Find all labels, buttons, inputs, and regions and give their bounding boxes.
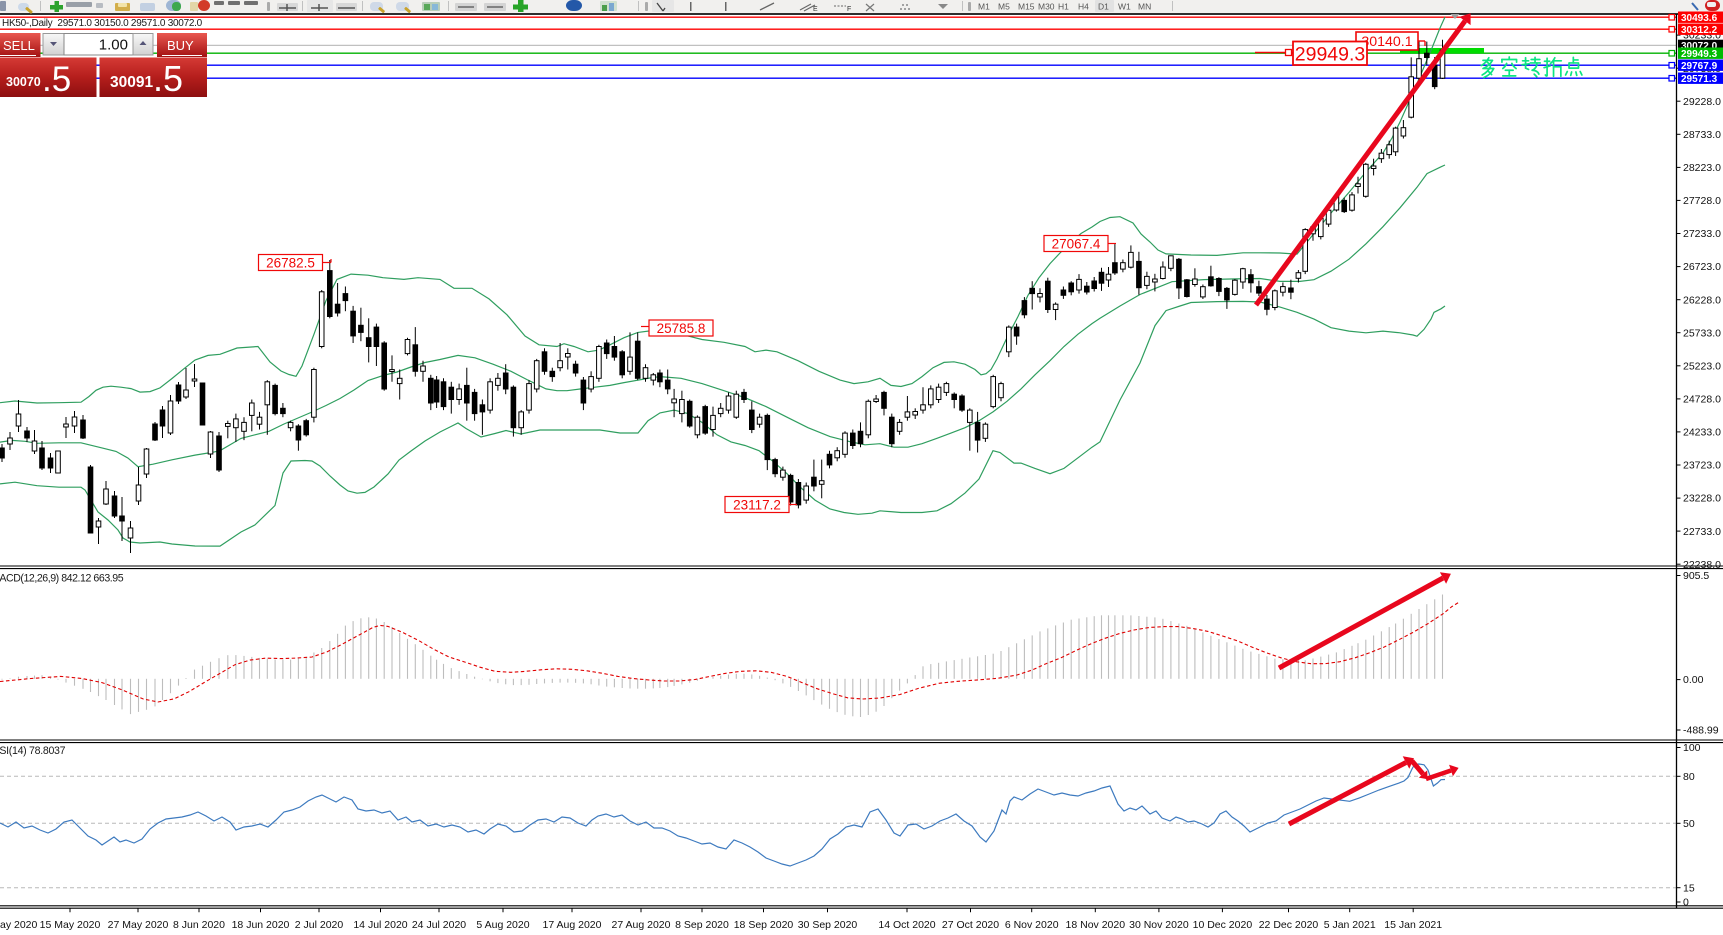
svg-text:M5: M5	[998, 2, 1010, 12]
svg-text:.5: .5	[42, 60, 71, 99]
svg-text:MN: MN	[1138, 2, 1151, 12]
svg-text:RSI(14) 78.8037: RSI(14) 78.8037	[0, 745, 66, 757]
svg-text:M15: M15	[1018, 2, 1035, 12]
svg-text:29228.0: 29228.0	[1683, 96, 1721, 108]
svg-text:27233.0: 27233.0	[1683, 228, 1721, 240]
svg-text:22 Dec 2020: 22 Dec 2020	[1259, 919, 1319, 931]
svg-text:29571.3: 29571.3	[1681, 74, 1718, 85]
svg-text:14 Oct 2020: 14 Oct 2020	[878, 919, 935, 931]
svg-text:D1: D1	[1098, 2, 1109, 12]
svg-text:17 Aug 2020: 17 Aug 2020	[543, 919, 602, 931]
svg-text:30 Nov 2020: 30 Nov 2020	[1129, 919, 1189, 931]
svg-text:26723.0: 26723.0	[1683, 261, 1721, 273]
svg-text:25223.0: 25223.0	[1683, 360, 1721, 372]
svg-text:1.00: 1.00	[99, 37, 128, 54]
svg-text:8 Jun 2020: 8 Jun 2020	[173, 919, 225, 931]
svg-text:F: F	[847, 6, 851, 13]
svg-text:27067.4: 27067.4	[1052, 236, 1101, 251]
svg-text:905.5: 905.5	[1683, 570, 1709, 582]
svg-text:30072.0: 30072.0	[1681, 41, 1718, 52]
svg-text:27728.0: 27728.0	[1683, 195, 1721, 207]
svg-text:E: E	[813, 6, 818, 13]
svg-text:18 Sep 2020: 18 Sep 2020	[734, 919, 794, 931]
svg-text:15 May 2020: 15 May 2020	[40, 919, 101, 931]
svg-text:2 Jul 2020: 2 Jul 2020	[295, 919, 344, 931]
svg-text:24 Jul 2020: 24 Jul 2020	[412, 919, 466, 931]
svg-text:6 Nov 2020: 6 Nov 2020	[1005, 919, 1059, 931]
svg-text:29949.3: 29949.3	[1681, 49, 1718, 60]
svg-text:H1: H1	[1058, 2, 1069, 12]
svg-text:18 Nov 2020: 18 Nov 2020	[1066, 919, 1126, 931]
svg-text:100: 100	[1683, 742, 1701, 754]
svg-text:28733.0: 28733.0	[1683, 129, 1721, 141]
svg-text:14 Jul 2020: 14 Jul 2020	[353, 919, 407, 931]
svg-text:24233.0: 24233.0	[1683, 427, 1721, 439]
svg-text:25733.0: 25733.0	[1683, 327, 1721, 339]
svg-text:22238.0: 22238.0	[1683, 559, 1721, 571]
svg-text:29949.3: 29949.3	[1295, 43, 1366, 65]
svg-text:15: 15	[1683, 882, 1695, 894]
svg-text:26228.0: 26228.0	[1683, 294, 1721, 306]
svg-text:18 Jun 2020: 18 Jun 2020	[232, 919, 290, 931]
svg-text:MACD(12,26,9) 842.12 663.95: MACD(12,26,9) 842.12 663.95	[0, 573, 124, 585]
svg-text:27 Oct 2020: 27 Oct 2020	[942, 919, 999, 931]
svg-text:5 Aug 2020: 5 Aug 2020	[476, 919, 529, 931]
svg-text:BUY: BUY	[167, 38, 194, 53]
svg-text:8 Sep 2020: 8 Sep 2020	[675, 919, 729, 931]
svg-text:HK50-,Daily 29571.0 30150.0 2: HK50-,Daily 29571.0 30150.0 29571.0 3007…	[2, 18, 203, 29]
svg-text:25785.8: 25785.8	[657, 321, 706, 336]
svg-text:30312.2: 30312.2	[1681, 25, 1718, 36]
svg-text:30 Sep 2020: 30 Sep 2020	[798, 919, 858, 931]
svg-text:15 Jan 2021: 15 Jan 2021	[1384, 919, 1442, 931]
svg-text:.5: .5	[153, 58, 183, 99]
svg-text:23228.0: 23228.0	[1683, 493, 1721, 505]
svg-text:80: 80	[1683, 771, 1695, 783]
svg-text:27 May 2020: 27 May 2020	[108, 919, 169, 931]
svg-text:0: 0	[1683, 897, 1689, 909]
svg-text:5 Jan 2021: 5 Jan 2021	[1324, 919, 1376, 931]
svg-text:24728.0: 24728.0	[1683, 394, 1721, 406]
svg-text:10 Dec 2020: 10 Dec 2020	[1193, 919, 1253, 931]
svg-text:30070: 30070	[6, 75, 41, 89]
svg-text:30493.6: 30493.6	[1681, 13, 1718, 24]
svg-text:0.00: 0.00	[1683, 674, 1704, 686]
svg-text:W1: W1	[1118, 2, 1131, 12]
svg-text:50: 50	[1683, 818, 1695, 830]
svg-text:26782.5: 26782.5	[266, 255, 315, 270]
svg-text:ay 2020: ay 2020	[0, 919, 38, 931]
svg-text:SELL: SELL	[3, 38, 35, 53]
svg-text:23117.2: 23117.2	[733, 497, 781, 512]
svg-text:M1: M1	[978, 2, 990, 12]
svg-text:23723.0: 23723.0	[1683, 460, 1721, 472]
svg-text:30091: 30091	[110, 74, 153, 91]
svg-text:22733.0: 22733.0	[1683, 526, 1721, 538]
svg-text:30140.1: 30140.1	[1361, 34, 1412, 50]
svg-text:M30: M30	[1038, 2, 1055, 12]
svg-text:28223.0: 28223.0	[1683, 162, 1721, 174]
svg-text:27 Aug 2020: 27 Aug 2020	[612, 919, 671, 931]
svg-text:29767.9: 29767.9	[1681, 61, 1718, 72]
svg-text:H4: H4	[1078, 2, 1089, 12]
svg-text:-488.99: -488.99	[1683, 725, 1719, 737]
